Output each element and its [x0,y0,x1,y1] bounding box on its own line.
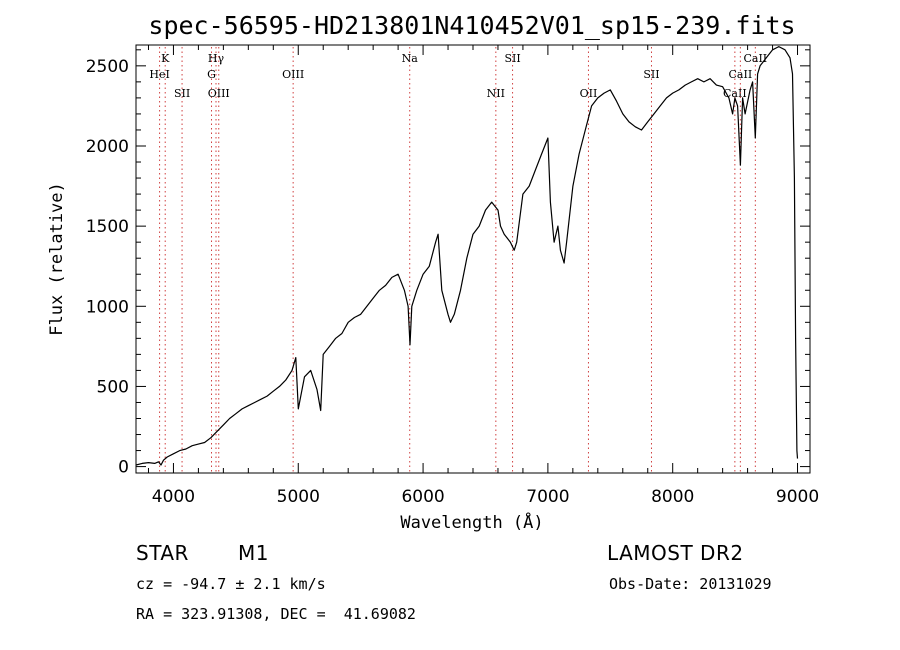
line-marker-label-10: OII [580,87,598,100]
x-tick-label: 4000 [152,487,195,507]
emission-line-markers: K HeI SII Hγ G OIII OIII Na NII SII OII SII CaII CaII… [149,47,767,473]
line-marker-label-0: K [161,52,170,65]
survey-name: LAMOST DR2 [607,541,744,565]
x-axis-label: Wavelength (Å) [400,511,543,533]
coordinates: RA = 323.91308, DEC = 41.69082 [136,605,416,623]
spectrum-chart: spec-56595-HD213801N410452V01_sp15-239.f… [47,11,819,533]
y-tick-label: 2000 [86,137,129,157]
line-marker-label-7: Na [402,52,419,65]
y-tick-label: 500 [97,377,129,397]
y-tick-label: 0 [118,458,129,478]
line-marker-label-3: Hγ [208,52,225,65]
plot-frame [135,44,811,474]
line-marker-label-13: CaII [729,68,753,81]
line-marker-label-4: G [207,68,216,81]
y-tick-label: 1500 [86,217,129,237]
x-tick-label: 6000 [401,487,444,507]
line-marker-label-1: HeI [149,68,169,81]
line-marker-label-14: CaII [743,52,767,65]
line-marker-label-6: OIII [282,68,304,81]
y-tick-label: 2500 [86,57,129,77]
x-tick-label: 8000 [651,487,694,507]
line-marker-label-5: OIII [208,87,230,100]
x-tick-label: 9000 [776,487,819,507]
chart-title: spec-56595-HD213801N410452V01_sp15-239.f… [148,11,795,40]
spectrum-line-0 [135,46,799,466]
line-marker-label-8: NII [487,87,505,100]
x-tick-label: 5000 [277,487,320,507]
object-subclass: M1 [238,541,269,565]
y-axis-label: Flux (relative) [47,182,67,336]
observation-date: Obs-Date: 20131029 [609,575,772,593]
line-marker-label-11: SII [643,68,659,81]
y-tick-label: 1000 [86,297,129,317]
redshift-velocity: cz = -94.7 ± 2.1 km/s [136,575,326,593]
axis-ticks: 4000 5000 6000 7000 8000 9000 0 500 1000 1500 2000… [86,45,819,507]
object-class: STAR [136,541,189,565]
line-marker-label-2: SII [174,87,190,100]
x-tick-label: 7000 [526,487,569,507]
line-marker-label-9: SII [504,52,520,65]
spectrum-series [135,46,799,466]
